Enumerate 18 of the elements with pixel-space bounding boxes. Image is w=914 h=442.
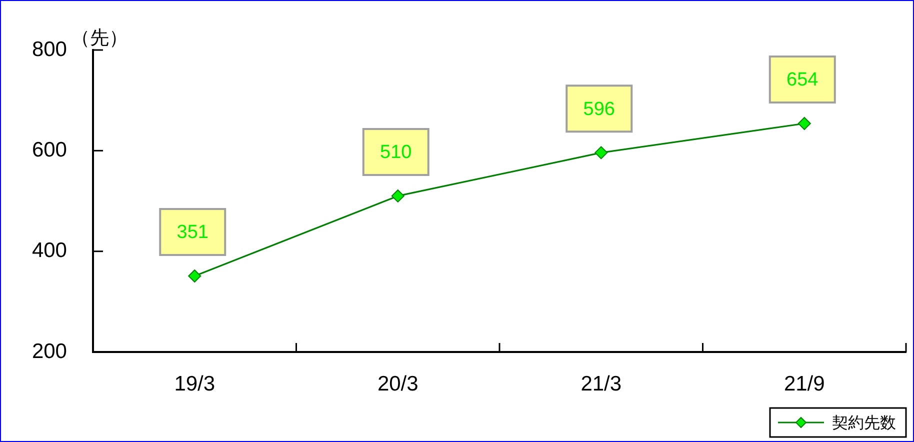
x-tick-label: 21/3 bbox=[580, 372, 622, 396]
x-tick-label: 20/3 bbox=[377, 372, 418, 396]
point bbox=[391, 189, 404, 202]
point bbox=[798, 116, 811, 130]
data-label: 510 bbox=[380, 142, 412, 164]
x-tick-label: 21/9 bbox=[784, 372, 825, 396]
y-tick-label: 800 bbox=[32, 38, 67, 61]
y-axis-title: （先） bbox=[71, 28, 128, 50]
legend-label: 契約先数 bbox=[832, 414, 896, 432]
point bbox=[188, 269, 202, 282]
data-label: 654 bbox=[786, 70, 819, 91]
x-tick-label: 19/3 bbox=[174, 372, 216, 396]
data-label: 596 bbox=[583, 98, 615, 120]
data-label: 351 bbox=[176, 222, 208, 244]
y-tick-label: 400 bbox=[32, 239, 67, 262]
point bbox=[594, 146, 608, 160]
y-tick-label: 600 bbox=[32, 138, 67, 162]
y-tick-label: 200 bbox=[32, 340, 67, 363]
